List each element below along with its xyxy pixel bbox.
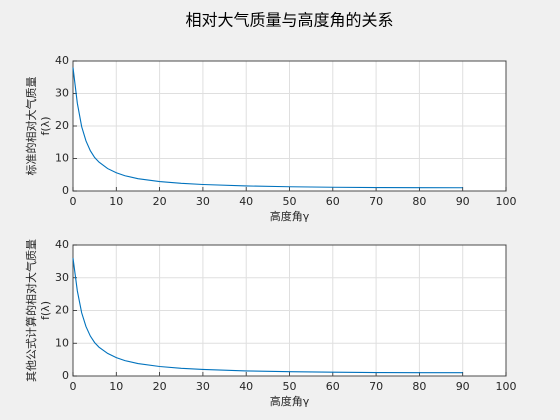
x-tick-label: 70 bbox=[369, 195, 383, 208]
x-tick-label: 60 bbox=[326, 195, 340, 208]
x-tick-label: 40 bbox=[239, 380, 253, 393]
y-tick-label: 40 bbox=[55, 54, 69, 67]
y-tick-label: 0 bbox=[62, 369, 69, 382]
x-axis-label: 高度角γ bbox=[270, 394, 310, 408]
x-tick-label: 0 bbox=[70, 195, 77, 208]
x-tick-label: 20 bbox=[153, 380, 167, 393]
y-tick-label: 30 bbox=[55, 87, 69, 100]
x-tick-label: 10 bbox=[109, 195, 123, 208]
axes-frame bbox=[72, 244, 507, 377]
y-tick-label: 10 bbox=[55, 152, 69, 165]
data-line bbox=[72, 67, 463, 189]
y-axis-label: 标准的相对大气质量 bbox=[24, 77, 38, 176]
y-tick-label: 30 bbox=[55, 271, 69, 284]
x-tick-label: 50 bbox=[283, 380, 297, 393]
x-tick-label: 100 bbox=[496, 195, 517, 208]
y-axis-label: 其他公式计算的相对大气质量 bbox=[24, 239, 38, 382]
y-tick-label: 20 bbox=[55, 119, 69, 132]
data-line bbox=[72, 258, 463, 374]
chart-title: 相对大气质量与高度角的关系 bbox=[185, 11, 393, 30]
x-tick-label: 20 bbox=[153, 195, 167, 208]
x-tick-label: 40 bbox=[239, 195, 253, 208]
x-tick-label: 70 bbox=[369, 380, 383, 393]
axes-frame bbox=[72, 60, 507, 192]
x-tick-label: 80 bbox=[412, 195, 426, 208]
y-tick-label: 40 bbox=[55, 238, 69, 251]
x-tick-label: 60 bbox=[326, 380, 340, 393]
y-tick-label: 20 bbox=[55, 304, 69, 317]
x-tick-label: 50 bbox=[283, 195, 297, 208]
x-tick-label: 90 bbox=[456, 195, 470, 208]
x-tick-label: 0 bbox=[70, 380, 77, 393]
x-tick-label: 30 bbox=[196, 380, 210, 393]
x-tick-label: 90 bbox=[456, 380, 470, 393]
x-axis-label: 高度角γ bbox=[270, 209, 310, 223]
y-axis-label: f(λ) bbox=[39, 117, 52, 136]
x-tick-label: 100 bbox=[496, 380, 517, 393]
x-tick-label: 80 bbox=[412, 380, 426, 393]
x-tick-label: 10 bbox=[109, 380, 123, 393]
y-tick-label: 0 bbox=[62, 184, 69, 197]
y-tick-label: 10 bbox=[55, 336, 69, 349]
y-axis-label: f(λ) bbox=[39, 301, 52, 320]
x-tick-label: 30 bbox=[196, 195, 210, 208]
